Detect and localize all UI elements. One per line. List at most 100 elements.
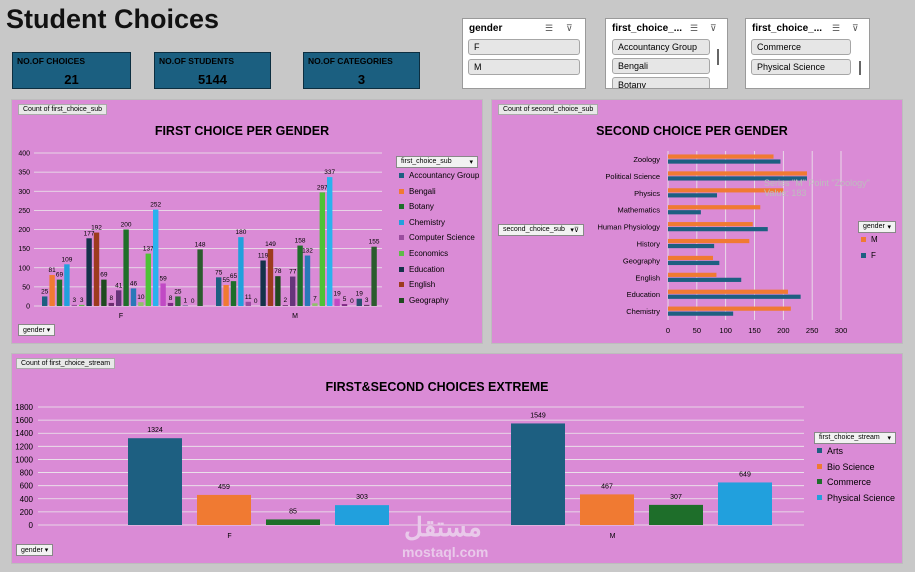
legend-swatch	[399, 173, 404, 178]
field-tag[interactable]: Count of second_choice_sub	[498, 104, 599, 115]
data-label: 0	[350, 298, 354, 305]
x-tick-label: 150	[748, 326, 761, 335]
clear-filter-icon[interactable]: ⊽	[566, 23, 573, 33]
bar	[356, 298, 362, 306]
data-label: 252	[150, 202, 161, 209]
bar	[128, 438, 182, 525]
data-label: 65	[230, 273, 238, 280]
bar	[197, 249, 203, 306]
legend-field-button[interactable]: first_choice_stream ▾	[814, 432, 896, 444]
legend-label: M	[871, 235, 878, 244]
legend-item: Geography	[398, 296, 479, 312]
slicer-scrollbar[interactable]	[717, 49, 719, 65]
bar	[160, 283, 166, 306]
x-tick-label: 50	[693, 326, 701, 335]
data-label: 1324	[147, 427, 163, 434]
bar	[56, 279, 63, 306]
slicer-item[interactable]: Commerce	[751, 39, 851, 55]
data-label: 78	[274, 268, 282, 275]
legend-swatch	[399, 250, 404, 256]
gender-slicer[interactable]: gender ☰ ⊽ F M	[462, 18, 586, 89]
data-label: 69	[56, 272, 64, 279]
bar	[668, 243, 715, 249]
bar	[327, 177, 333, 306]
x-tick-label: 100	[719, 326, 732, 335]
data-label: 46	[130, 280, 138, 287]
data-label: 177	[84, 230, 95, 237]
axis-field-button[interactable]: gender ▾	[16, 544, 54, 556]
y-tick-label: 1200	[15, 442, 33, 451]
data-label: 11	[245, 294, 252, 301]
choices-extreme-bar-chart: 0 200 400 600 800 1000 1200 1400 1600 1800 1324 459…	[15, 403, 804, 540]
slicer-item[interactable]: Bengali	[612, 58, 710, 74]
data-label: 155	[369, 239, 380, 246]
multi-select-icon[interactable]: ☰	[832, 23, 841, 33]
field-tag[interactable]: Count of first_choice_stream	[16, 358, 116, 369]
second-choice-chart-panel[interactable]: Count of second_choice_sub SECOND CHOICE…	[491, 99, 903, 344]
bar	[297, 245, 303, 306]
x-tick-label: F	[227, 533, 231, 540]
legend-item: Chemistry	[398, 218, 479, 234]
bar	[123, 229, 129, 306]
axis-field-button[interactable]: gender ▾	[18, 324, 56, 336]
legend-swatch	[817, 463, 822, 469]
legend-item: Computer Science	[398, 233, 479, 249]
legend-header: first_choice_stream	[819, 434, 880, 441]
bar	[668, 294, 801, 299]
y-tick-label: 1400	[15, 429, 33, 438]
choices-extreme-chart-panel[interactable]: Count of first_choice_stream FIRST&SECON…	[11, 353, 903, 564]
slicer-header: gender	[469, 23, 503, 34]
slicer-item[interactable]: Physical Science	[751, 59, 851, 75]
bar	[668, 176, 807, 181]
dropdown-arrow-icon: ▾	[887, 435, 891, 442]
slicer-item[interactable]: Botany	[612, 77, 710, 88]
data-label: 10	[137, 294, 145, 301]
filter-field-button[interactable]: second_choice_sub ▾⊽	[498, 224, 584, 236]
legend-label: English	[409, 280, 436, 290]
bar	[290, 276, 296, 306]
bar	[668, 188, 784, 193]
y-tick-label: 150	[18, 246, 30, 253]
chart-title: SECOND CHOICE PER GENDER	[596, 124, 788, 138]
data-label: 192	[91, 225, 102, 232]
y-category-label: Geography	[623, 256, 660, 265]
axis-button-label: gender	[21, 547, 43, 554]
legend-swatch	[399, 219, 404, 225]
data-label: 1549	[530, 412, 546, 419]
first-choice-chart-panel[interactable]: Count of first_choice_sub FIRST CHOICE P…	[11, 99, 483, 344]
axis-button-label: gender	[23, 327, 45, 334]
data-label: 3	[72, 297, 76, 304]
tooltip-series: Series "M" Point "Zoology"	[764, 178, 870, 188]
data-label: 137	[143, 246, 154, 253]
first-choice-stream-slicer[interactable]: first_choice_... ☰ ⊽ Commerce Physical S…	[745, 18, 870, 89]
legend-item: Physical Science	[816, 493, 895, 509]
slicer-item-m[interactable]: M	[468, 59, 580, 75]
slicer-item-f[interactable]: F	[468, 39, 580, 55]
bar	[86, 238, 92, 306]
clear-filter-icon[interactable]: ⊽	[852, 23, 859, 33]
kpi-students-card: NO.OF STUDENTS 5144	[154, 52, 271, 89]
clear-filter-icon[interactable]: ⊽	[710, 23, 717, 33]
bar	[197, 494, 251, 525]
chart-title: FIRST CHOICE PER GENDER	[154, 124, 330, 138]
slicer-item[interactable]: Accountancy Group	[612, 39, 710, 55]
legend-label: Geography	[409, 295, 449, 305]
legend-item: English	[398, 280, 479, 296]
field-tag[interactable]: Count of first_choice_sub	[18, 104, 107, 115]
second-choice-bar-chart: 0 50 100 150 200 250 300 Zoology Political Scien…	[597, 151, 847, 335]
legend-swatch	[817, 479, 822, 485]
y-category-label: History	[637, 239, 661, 248]
slicer-scrollbar[interactable]	[859, 61, 861, 75]
multi-select-icon[interactable]: ☰	[690, 23, 699, 33]
x-tick-label: 250	[806, 326, 819, 335]
legend-field-button[interactable]: gender ▾	[858, 221, 896, 233]
legend-field-button[interactable]: first_choice_sub ▾	[396, 156, 478, 168]
multi-select-icon[interactable]: ☰	[545, 23, 554, 33]
legend-item: F	[860, 251, 878, 267]
first-choice-sub-slicer[interactable]: first_choice_... ☰ ⊽ Accountancy Group B…	[605, 18, 728, 89]
data-label: 81	[48, 267, 56, 274]
slicer-header: first_choice_...	[752, 23, 823, 34]
dropdown-arrow-icon: ▾	[887, 224, 891, 231]
data-label: 200	[121, 222, 132, 229]
